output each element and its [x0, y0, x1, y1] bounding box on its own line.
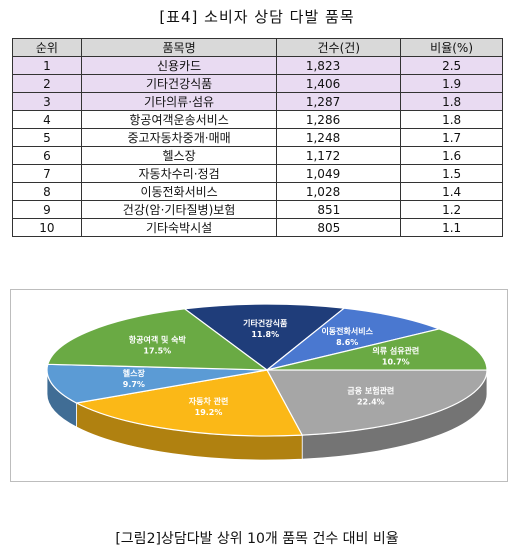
- cell-rank: 5: [12, 128, 82, 147]
- pie-slice: [266, 307, 442, 371]
- cell-ratio: 1.2: [400, 200, 503, 219]
- cell-item: 항공여객운송서비스: [80, 110, 278, 129]
- cell-count: 1,028: [276, 182, 402, 201]
- cell-item: 중고자동차중개·매매: [80, 128, 278, 147]
- consultation-items-table: 순위 품목명 건수(건) 비율(%) 1 신용카드 1,823 2.5 2 기타건강식품 1…: [12, 38, 503, 237]
- table-row: 5 중고자동차중개·매매 1,248 1.7: [12, 128, 503, 147]
- cell-ratio: 1.7: [400, 128, 503, 147]
- cell-count: 1,248: [276, 128, 402, 147]
- cell-count: 805: [276, 218, 402, 237]
- table-row: 6 헬스장 1,172 1.6: [12, 146, 503, 165]
- cell-rank: 3: [12, 92, 82, 111]
- table-row: 3 기타의류·섬유 1,287 1.8: [12, 92, 503, 111]
- cell-item: 헬스장: [80, 146, 278, 165]
- table-row: 4 항공여객운송서비스 1,286 1.8: [12, 110, 503, 129]
- cell-item: 신용카드: [80, 56, 278, 75]
- cell-count: 851: [276, 200, 402, 219]
- slice-value-label: 9.7%: [123, 380, 145, 389]
- cell-count: 1,406: [276, 74, 402, 93]
- slice-value-label: 10.7%: [382, 358, 410, 367]
- cell-item: 기타건강식품: [80, 74, 278, 93]
- cell-rank: 6: [12, 146, 82, 165]
- cell-ratio: 1.6: [400, 146, 503, 165]
- cell-ratio: 1.1: [400, 218, 503, 237]
- cell-ratio: 1.8: [400, 92, 503, 111]
- slice-label: 항공여객 및 숙박: [129, 335, 187, 345]
- cell-item: 자동차수리·정검: [80, 164, 278, 183]
- cell-count: 1,287: [276, 92, 402, 111]
- cell-count: 1,049: [276, 164, 402, 183]
- slice-value-label: 17.5%: [143, 347, 171, 356]
- cell-ratio: 1.9: [400, 74, 503, 93]
- table-row: 1 신용카드 1,823 2.5: [12, 56, 503, 75]
- slice-value-label: 8.6%: [336, 338, 358, 347]
- cell-rank: 1: [12, 56, 82, 75]
- header-ratio: 비율(%): [400, 38, 503, 57]
- table-row: 10 기타숙박시설 805 1.1: [12, 218, 503, 237]
- cell-rank: 2: [12, 74, 82, 93]
- slice-value-label: 19.2%: [195, 408, 223, 417]
- figure-caption: [그림2]상담다발 상위 10개 품목 건수 대비 비율: [115, 531, 399, 547]
- slice-label: 자동차 관련: [189, 396, 229, 406]
- cell-rank: 4: [12, 110, 82, 129]
- cell-count: 1,172: [276, 146, 402, 165]
- table-row: 9 건강(암·기타질병)보험 851 1.2: [12, 200, 503, 219]
- cell-rank: 7: [12, 164, 82, 183]
- table-row: 8 이동전화서비스 1,028 1.4: [12, 182, 503, 201]
- cell-ratio: 1.4: [400, 182, 503, 201]
- table-title: [표4] 소비자 상담 다발 품목: [159, 8, 355, 26]
- pie-slice: [183, 303, 346, 371]
- pie-slice: [47, 308, 269, 371]
- slice-value-label: 22.4%: [357, 398, 385, 407]
- slice-label: 기타건강식품: [243, 318, 288, 328]
- slice-label: 금융 보험관련: [347, 386, 394, 396]
- table-row: 2 기타건강식품 1,406 1.9: [12, 74, 503, 93]
- header-count: 건수(건): [276, 38, 402, 57]
- cell-item: 기타의류·섬유: [80, 92, 278, 111]
- cell-rank: 10: [12, 218, 82, 237]
- pie-chart: 기타건강식품 11.8% 이동전화서비스 8.6% 의류 섬유관련 10.7% 금융 보험관…: [46, 303, 488, 461]
- pie-chart-box: 기타건강식품 11.8% 이동전화서비스 8.6% 의류 섬유관련 10.7% 금융 보험관…: [10, 289, 508, 482]
- pie-slice: [265, 369, 488, 436]
- cell-ratio: 1.5: [400, 164, 503, 183]
- cell-ratio: 2.5: [400, 56, 503, 75]
- cell-count: 1,286: [276, 110, 402, 129]
- cell-item: 기타숙박시설: [80, 218, 278, 237]
- cell-item: 건강(암·기타질병)보험: [80, 200, 278, 219]
- cell-count: 1,823: [276, 56, 402, 75]
- cell-rank: 9: [12, 200, 82, 219]
- slice-label: 의류 섬유관련: [372, 346, 419, 356]
- pie-slice: [266, 328, 488, 371]
- cell-ratio: 1.8: [400, 110, 503, 129]
- table-header-row: 순위 품목명 건수(건) 비율(%): [12, 38, 503, 57]
- pie-slice: [46, 363, 268, 404]
- pie-slice: [74, 369, 304, 437]
- header-rank: 순위: [12, 38, 82, 57]
- table-row: 7 자동차수리·정검 1,049 1.5: [12, 164, 503, 183]
- cell-rank: 8: [12, 182, 82, 201]
- header-item: 품목명: [80, 38, 278, 57]
- slice-value-label: 11.8%: [251, 330, 279, 339]
- slice-label: 이동전화서비스: [321, 326, 373, 336]
- cell-item: 이동전화서비스: [80, 182, 278, 201]
- slice-label: 헬스장: [123, 368, 146, 378]
